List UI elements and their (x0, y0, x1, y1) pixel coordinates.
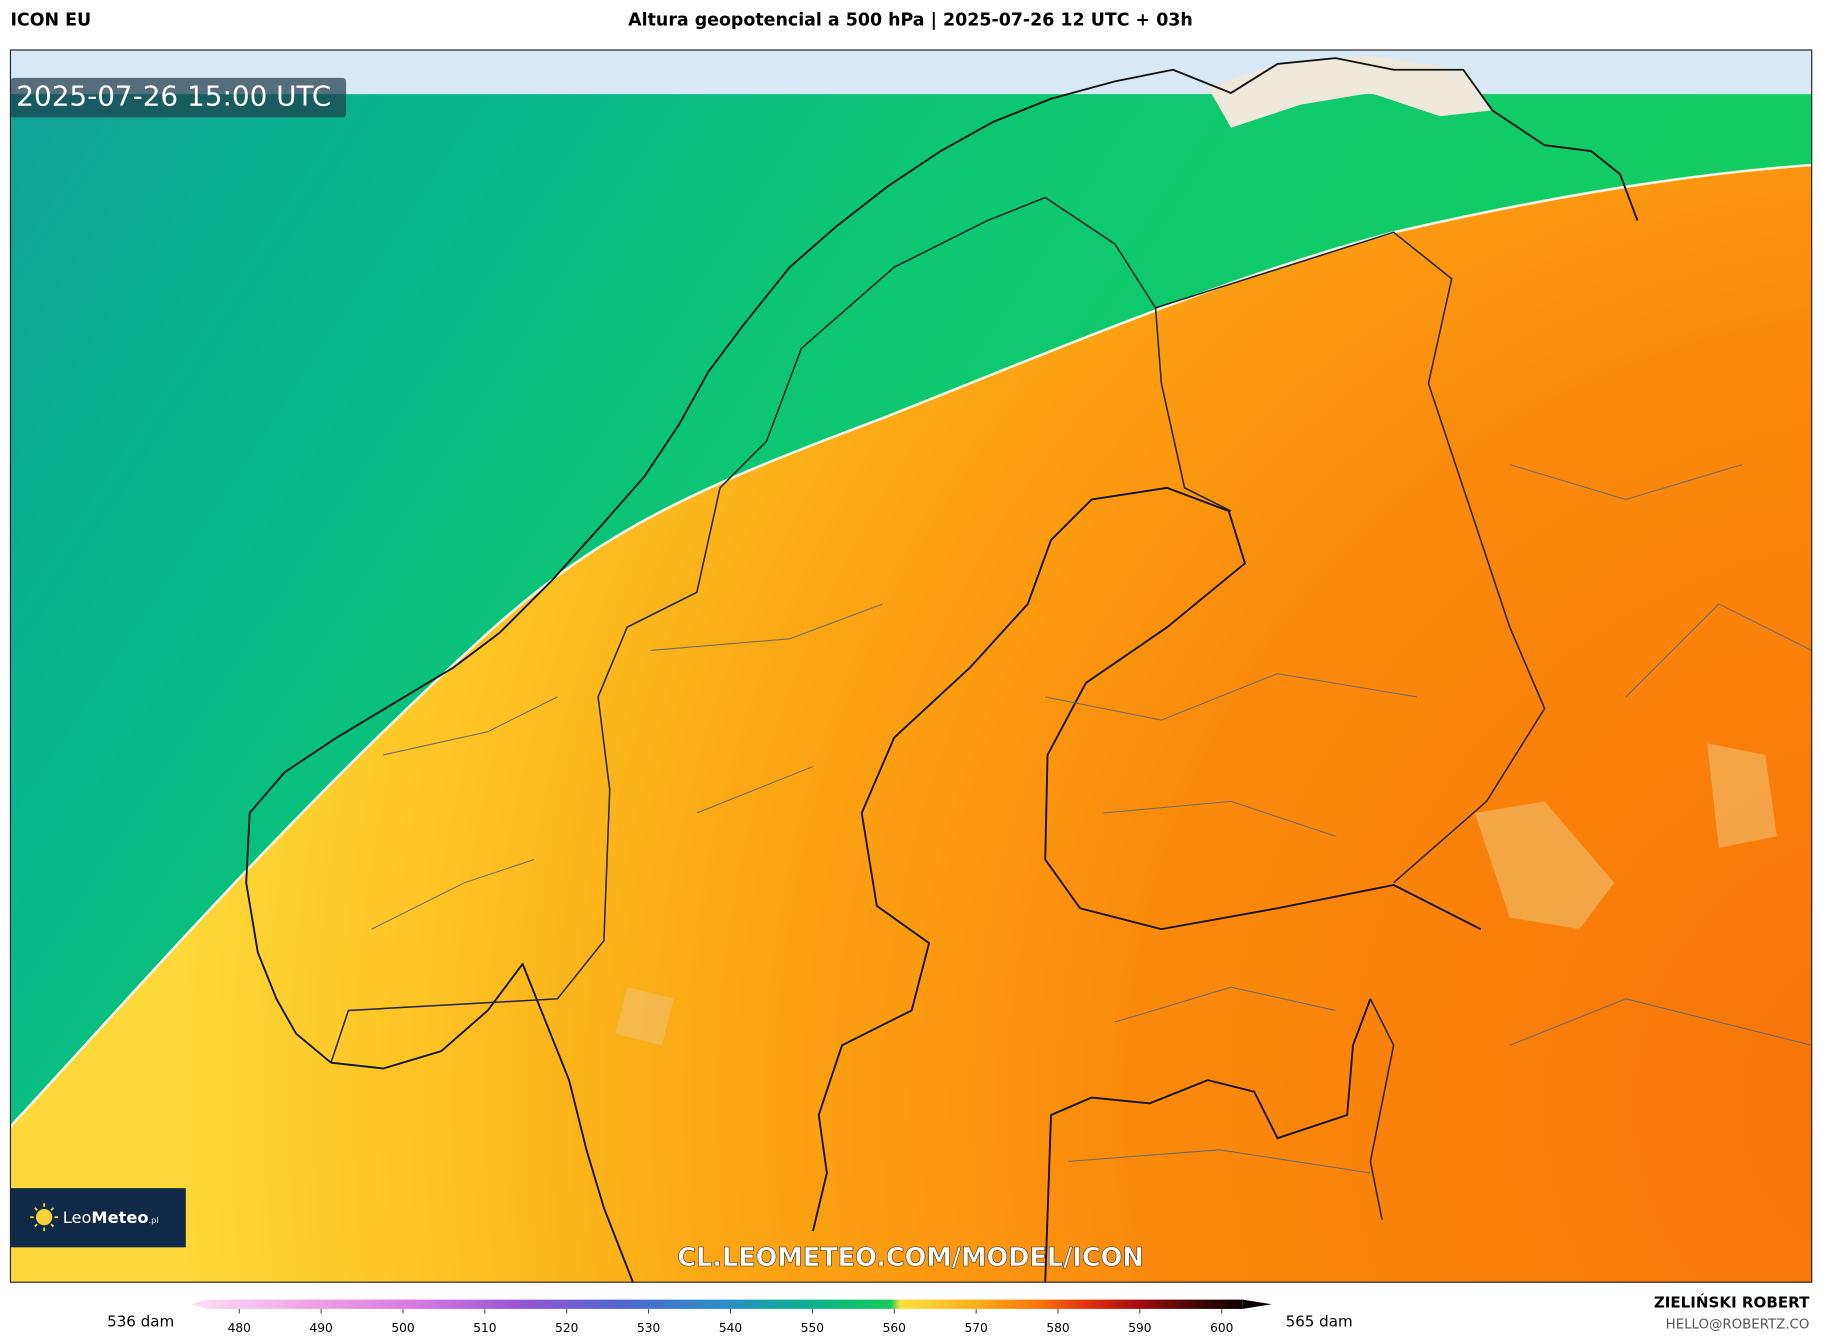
author: ZIELIŃSKI ROBERT (1654, 1293, 1810, 1312)
logo-sun (30, 1203, 59, 1232)
logo-light: Leo (63, 1208, 92, 1227)
logo-suffix: .pl (149, 1215, 159, 1225)
colorbar-tick-label: 590 (1128, 1321, 1151, 1335)
colorbar-high-end (1242, 1299, 1272, 1309)
model-name: ICON EU (10, 11, 91, 31)
coastline-bothnia (330, 486, 1482, 1283)
regional-borders (371, 464, 1812, 1174)
colorbar-tick-label: 560 (883, 1321, 906, 1335)
colorbar (191, 1299, 1272, 1309)
national-borders (330, 196, 1546, 1220)
colorbar-tick-label: 480 (228, 1321, 251, 1335)
colorbar-tick-label: 490 (309, 1321, 332, 1335)
coastline (245, 57, 1639, 1064)
contour (10, 163, 1812, 1128)
warm-field (10, 164, 1812, 1283)
map-frame (9, 49, 1813, 1283)
map (10, 49, 1812, 1283)
colorbar-tick-label: 550 (801, 1321, 824, 1335)
logo-text: LeoMeteo.pl (63, 1208, 159, 1227)
colorbar-max-label: 565 dam (1286, 1312, 1353, 1330)
valid-time: 2025-07-26 15:00 UTC (16, 80, 331, 113)
map-title: Altura geopotencial a 500 hPa | 2025-07-… (628, 11, 1193, 31)
colorbar-tick-label: 600 (1210, 1321, 1233, 1335)
colorbar-tick-label: 580 (1046, 1321, 1069, 1335)
lakes (615, 743, 1777, 1046)
watermark: CL.LEOMETEO.COM/MODEL/ICON (677, 1243, 1143, 1273)
logo-bold: Meteo (91, 1208, 148, 1227)
colorbar-tick-label: 530 (637, 1321, 660, 1335)
land-north (1207, 55, 1493, 128)
colorbar-tick-label: 570 (964, 1321, 987, 1335)
colorbar-min-label: 536 dam (107, 1312, 174, 1330)
colorbar-tick-label: 520 (555, 1321, 578, 1335)
colorbar-bar (206, 1299, 1243, 1309)
email: HELLO@ROBERTZ.CO (1666, 1318, 1810, 1333)
colorbar-tick-label: 500 (391, 1321, 414, 1335)
colorbar-tick-label: 510 (473, 1321, 496, 1335)
colorbar-tick-label: 540 (719, 1321, 742, 1335)
colorbar-low-end (191, 1299, 207, 1309)
time-box (10, 77, 347, 118)
